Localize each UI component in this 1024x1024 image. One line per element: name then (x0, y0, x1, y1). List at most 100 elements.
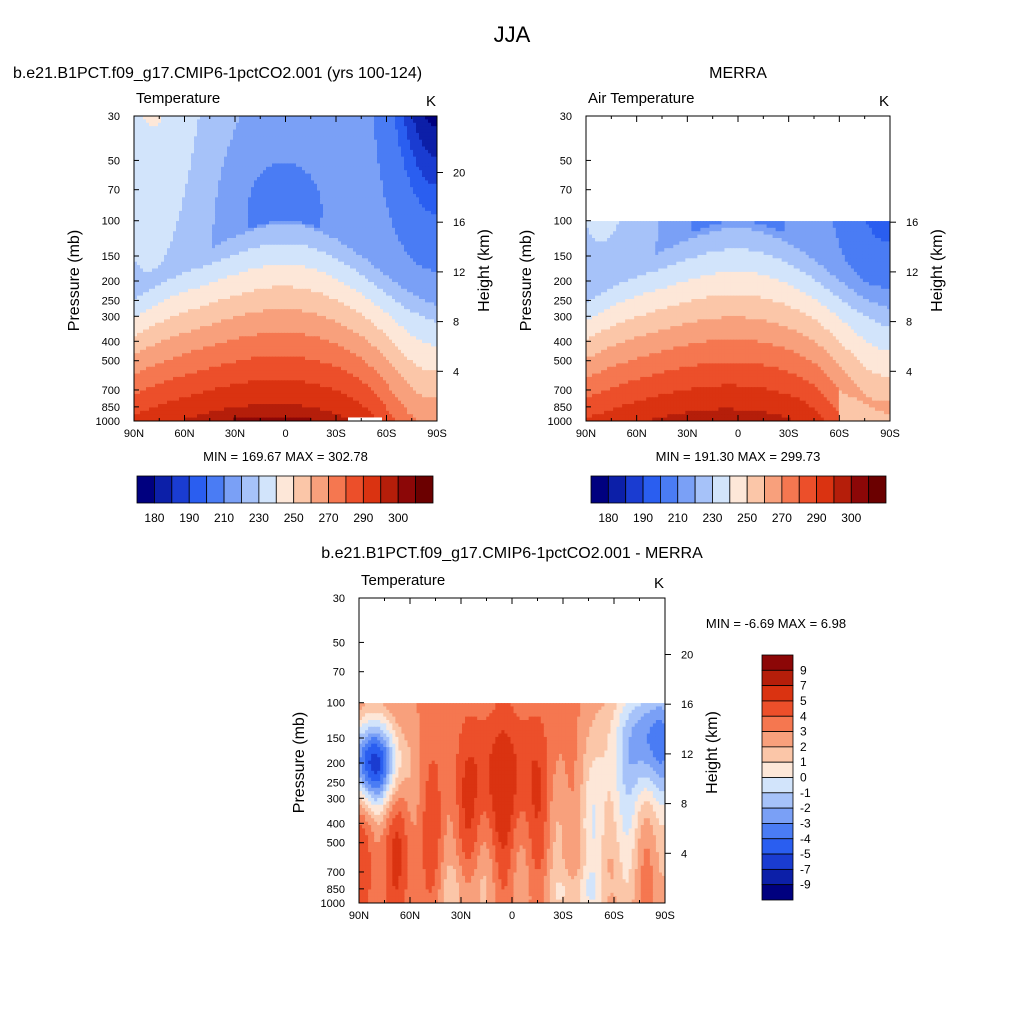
field-cell (200, 275, 204, 280)
field-cell (386, 234, 390, 239)
field-cell (413, 156, 417, 161)
field-cell (194, 136, 198, 141)
field-cell (293, 251, 297, 256)
field-cell (245, 282, 249, 287)
field-cell (335, 268, 339, 273)
field-cell (197, 156, 201, 161)
field-cell (182, 238, 186, 242)
field-cell (233, 146, 237, 151)
field-cell (173, 187, 177, 192)
field-cell (188, 166, 192, 171)
field-cell (422, 166, 426, 171)
field-cell (332, 271, 336, 276)
field-cell (275, 156, 279, 161)
field-cell (398, 254, 402, 259)
field-cell (296, 187, 300, 192)
field-cell (206, 177, 210, 181)
field-cell (362, 197, 366, 202)
field-cell (272, 149, 276, 154)
field-cell (326, 204, 330, 209)
field-cell (275, 183, 279, 188)
field-cell (407, 177, 411, 181)
field-cell (155, 163, 159, 168)
field-cell (368, 153, 372, 158)
field-cell (140, 265, 144, 270)
field-cell (386, 200, 390, 205)
field-cell (383, 116, 387, 120)
field-cell (401, 170, 405, 175)
field-cell (362, 278, 366, 283)
field-cell (392, 244, 396, 249)
field-cell (404, 234, 408, 239)
field-cell (341, 129, 345, 134)
field-cell (410, 200, 414, 205)
field-cell (242, 224, 246, 229)
field-cell (374, 217, 378, 222)
field-cell (419, 149, 423, 154)
field-cell (200, 146, 204, 151)
field-cell (392, 193, 396, 198)
field-cell (233, 261, 237, 266)
field-cell (242, 268, 246, 273)
field-cell (266, 221, 270, 226)
field-cell (239, 149, 243, 154)
field-cell (158, 143, 162, 148)
field-cell (170, 193, 174, 198)
field-cell (377, 214, 381, 219)
field-cell (191, 241, 195, 246)
field-cell (413, 214, 417, 219)
field-cell (206, 126, 210, 131)
field-cell (182, 241, 186, 246)
field-cell (164, 177, 168, 181)
field-cell (311, 204, 315, 209)
field-cell (284, 156, 288, 161)
field-cell (251, 139, 255, 144)
field-cell (365, 214, 369, 219)
field-cell (257, 258, 261, 263)
field-cell (140, 156, 144, 161)
field-cell (251, 126, 255, 131)
field-cell (242, 204, 246, 209)
field-cell (230, 146, 234, 151)
field-cell (257, 187, 261, 192)
field-cell (305, 180, 309, 185)
field-cell (272, 254, 276, 259)
field-cell (218, 241, 222, 246)
field-cell (269, 210, 273, 215)
field-cell (431, 136, 435, 141)
field-cell (389, 190, 393, 195)
field-cell (137, 119, 141, 124)
field-cell (224, 275, 228, 280)
field-cell (410, 234, 414, 239)
field-cell (263, 183, 267, 188)
field-cell (203, 173, 207, 178)
field-cell (341, 278, 345, 283)
field-cell (212, 116, 216, 120)
field-cell (353, 231, 357, 236)
field-cell (326, 265, 330, 270)
field-cell (266, 207, 270, 212)
field-cell (227, 156, 231, 161)
field-cell (311, 261, 315, 266)
field-cell (392, 214, 396, 219)
field-cell (284, 258, 288, 263)
field-cell (422, 241, 426, 246)
field-cell (380, 224, 384, 229)
field-cell (275, 275, 279, 280)
field-cell (209, 156, 213, 161)
field-cell (410, 248, 414, 253)
field-cell (329, 265, 333, 270)
field-cell (308, 224, 312, 229)
field-cell (419, 217, 423, 222)
field-cell (404, 173, 408, 178)
field-cell (377, 180, 381, 185)
field-cell (236, 221, 240, 226)
field-cell (323, 193, 327, 198)
field-cell (179, 282, 183, 287)
field-cell (269, 149, 273, 154)
field-cell (383, 146, 387, 151)
field-cell (362, 251, 366, 256)
field-cell (206, 261, 210, 266)
field-cell (377, 153, 381, 158)
field-cell (182, 187, 186, 192)
